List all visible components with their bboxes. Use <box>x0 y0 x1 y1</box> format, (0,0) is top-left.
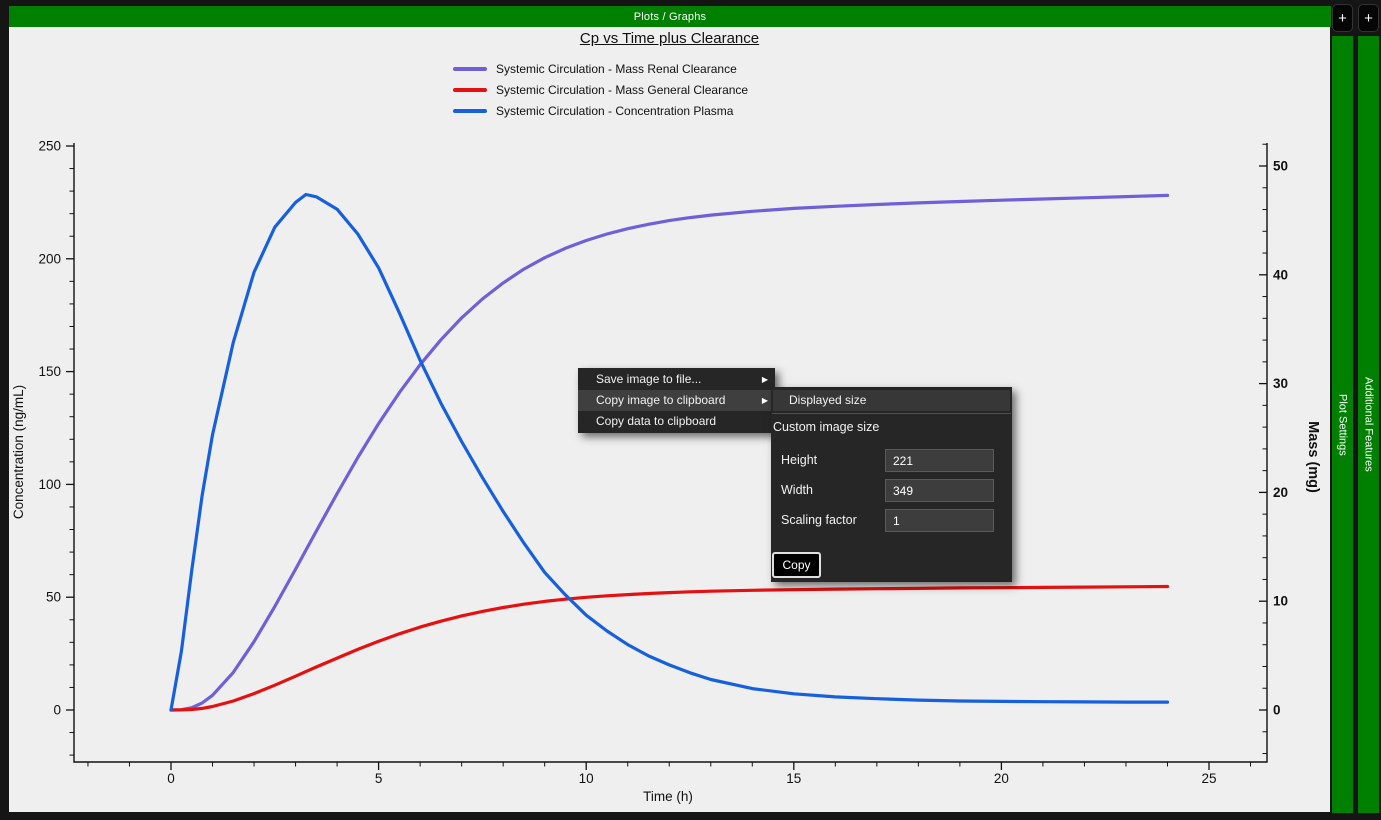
legend-label: Systemic Circulation - Mass General Clea… <box>496 82 749 97</box>
submenu-separator <box>772 413 1011 414</box>
width-label: Width <box>781 483 813 497</box>
submenu-arrow-icon: ▶ <box>761 396 768 405</box>
scaling-factor-field-row: Scaling factor <box>781 509 1004 532</box>
menu-item-label: Save image to file... <box>596 372 702 386</box>
legend-swatch <box>453 66 487 71</box>
copy-image-submenu: Displayed size Custom image size Height … <box>771 387 1012 582</box>
y-left-axis-label: Concentration (ng/mL) <box>11 385 26 519</box>
y-right-tick-label: 40 <box>1273 267 1288 282</box>
height-field-row: Height <box>781 449 1004 472</box>
tab-additional-features-label: Additional Features <box>1362 377 1375 472</box>
additional-features-expand-button[interactable]: + <box>1358 4 1379 32</box>
plot-settings-expand-button[interactable]: + <box>1332 4 1353 32</box>
height-label: Height <box>781 453 818 467</box>
x-tick-label: 5 <box>375 771 383 786</box>
chart-plot-area[interactable]: 0 5 10 15 20 2505010015020025001020304050Time… <box>9 27 1330 812</box>
custom-image-size-label: Custom image size <box>773 420 880 434</box>
x-tick-label: 15 <box>786 771 801 786</box>
y-left-tick-label: 50 <box>46 590 61 605</box>
tab-additional-features[interactable]: Additional Features <box>1358 36 1379 813</box>
y-right-axis-label: Mass (mg) <box>1305 421 1321 493</box>
y-right-tick-label: 50 <box>1273 159 1288 174</box>
legend-label: Systemic Circulation - Concentration Pla… <box>496 103 734 118</box>
series-line-0 <box>169 193 1170 712</box>
plus-icon: + <box>1364 9 1373 27</box>
y-right-tick-label: 30 <box>1273 376 1288 391</box>
height-input[interactable] <box>885 449 994 472</box>
x-tick-label: 20 <box>994 771 1009 786</box>
tab-plot-settings-label: Plot Settings <box>1336 393 1349 456</box>
legend-item: Systemic Circulation - Concentration Pla… <box>453 100 748 121</box>
chart-legend: Systemic Circulation - Mass Renal Cleara… <box>453 58 748 121</box>
menu-item-save-image-to-file[interactable]: Save image to file... ▶ <box>578 369 775 390</box>
axis-spines <box>73 143 1268 763</box>
plots-graphs-header-label: Plots / Graphs <box>633 10 707 23</box>
y-right-tick-label: 20 <box>1273 485 1288 500</box>
y-left-tick-label: 200 <box>38 251 61 266</box>
legend-swatch <box>453 108 487 113</box>
y-left-tick-label: 250 <box>38 139 61 154</box>
y-right-tick-label: 10 <box>1273 594 1288 609</box>
width-field-row: Width <box>781 479 1004 502</box>
scaling-factor-label: Scaling factor <box>781 513 857 527</box>
submenu-arrow-icon: ▶ <box>761 375 768 384</box>
y-left-tick-label: 0 <box>53 703 61 718</box>
y-right-tick-label: 0 <box>1273 703 1281 718</box>
submenu-item-displayed-size[interactable]: Displayed size <box>773 390 1010 411</box>
x-tick-label: 0 <box>167 771 175 786</box>
menu-item-label: Copy image to clipboard <box>596 393 726 407</box>
legend-swatch <box>453 87 487 92</box>
legend-label: Systemic Circulation - Mass Renal Cleara… <box>496 61 737 76</box>
menu-item-copy-data-to-clipboard[interactable]: Copy data to clipboard <box>578 411 775 432</box>
legend-item: Systemic Circulation - Mass General Clea… <box>453 79 748 100</box>
chart-title: Cp vs Time plus Clearance <box>579 30 760 47</box>
x-tick-label: 25 <box>1201 771 1216 786</box>
plot-canvas[interactable]: 0 5 10 15 20 25 0 50 100 150 200 250 0 10 20 30 40 50 Time… <box>9 27 1330 812</box>
copy-button[interactable]: Copy <box>772 552 821 578</box>
x-axis-label: Time (h) <box>643 789 693 804</box>
series-line-2 <box>169 192 1170 712</box>
legend-item: Systemic Circulation - Mass Renal Cleara… <box>453 58 748 79</box>
tab-plot-settings[interactable]: Plot Settings <box>1332 36 1353 813</box>
y-left-tick-label: 100 <box>38 477 61 492</box>
series-line-1 <box>169 584 1170 712</box>
context-menu: Save image to file... ▶ Copy image to cl… <box>578 368 775 433</box>
menu-item-label: Copy data to clipboard <box>596 414 717 428</box>
x-tick-label: 10 <box>579 771 594 786</box>
scaling-factor-input[interactable] <box>885 509 994 532</box>
menu-item-copy-image-to-clipboard[interactable]: Copy image to clipboard ▶ <box>578 390 775 411</box>
y-left-tick-label: 150 <box>38 364 61 379</box>
plus-icon: + <box>1338 9 1347 27</box>
plots-graphs-header[interactable]: Plots / Graphs <box>9 6 1331 27</box>
width-input[interactable] <box>885 479 994 502</box>
